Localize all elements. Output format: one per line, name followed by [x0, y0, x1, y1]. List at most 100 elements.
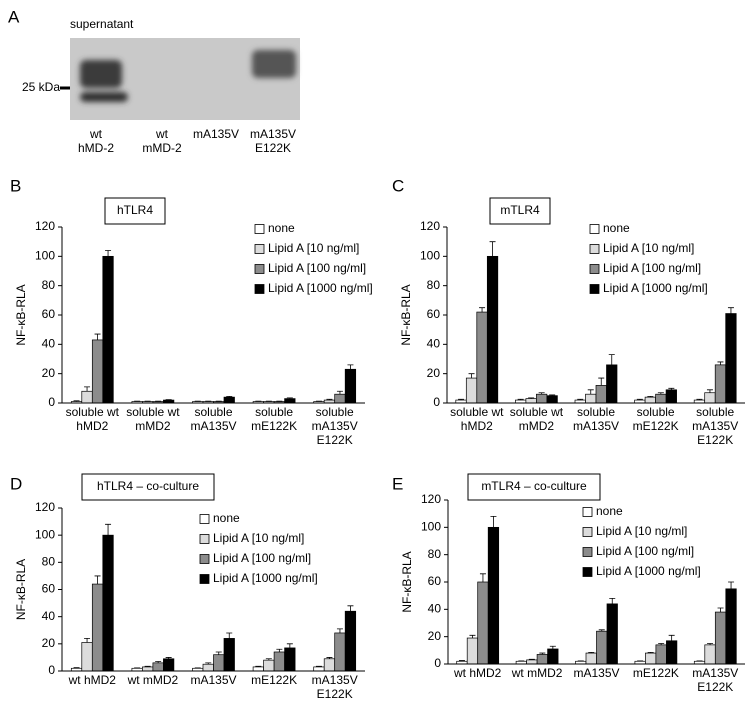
- bar: [223, 638, 235, 672]
- error-bar: [549, 394, 556, 396]
- y-tick-label: 0: [434, 656, 441, 670]
- bar: [81, 390, 93, 404]
- legend-swatch: [582, 567, 593, 577]
- panel-letter: A: [8, 7, 20, 26]
- bar: [585, 652, 597, 665]
- bar: [487, 526, 500, 665]
- error-bar: [84, 638, 91, 643]
- error-bar: [727, 307, 734, 314]
- bar: [606, 603, 618, 665]
- error-bar: [479, 573, 486, 582]
- y-tick-label: 100: [421, 520, 441, 534]
- y-tick-label: 120: [35, 500, 55, 514]
- box-label: hTLR4: [117, 203, 153, 217]
- y-tick-label: 20: [42, 636, 56, 650]
- x-tick-label: soluble wt hMD2: [66, 405, 120, 433]
- panel-letter: D: [10, 474, 22, 493]
- x-tick-label: mE122K: [633, 666, 679, 680]
- error-bar: [286, 397, 293, 399]
- x-tick-label: mA135V: [190, 673, 236, 687]
- legend-label: Lipid A [100 ng/ml]: [603, 261, 701, 275]
- error-bar: [490, 516, 497, 528]
- error-bar: [707, 643, 714, 645]
- error-bar: [647, 396, 654, 398]
- error-bar: [647, 651, 654, 654]
- x-tick-label: soluble mE122K: [251, 405, 297, 433]
- legend-label: Lipid A [1000 ng/ml]: [596, 564, 701, 578]
- legend-swatch: [589, 264, 600, 274]
- legend-swatch: [582, 527, 593, 537]
- panel-letter: E: [392, 474, 403, 493]
- bar: [525, 398, 537, 404]
- error-bar: [717, 361, 724, 365]
- x-tick-label: mA135V E122K: [312, 673, 358, 701]
- bar: [313, 666, 325, 672]
- y-axis-label: NF-κB-RLA: [400, 551, 414, 612]
- x-tick-label: soluble wt mMD2: [510, 405, 564, 433]
- bar: [213, 654, 225, 672]
- legend-swatch: [589, 284, 600, 294]
- bar: [704, 392, 716, 404]
- bar: [344, 368, 357, 404]
- error-bar: [73, 400, 80, 402]
- bar: [714, 364, 727, 404]
- legend-swatch: [254, 244, 265, 254]
- bar: [477, 581, 489, 665]
- legend-swatch: [582, 547, 593, 557]
- error-bar: [598, 377, 605, 386]
- bar: [714, 611, 727, 665]
- blot-bands: [80, 50, 296, 102]
- y-tick-label: 60: [428, 574, 442, 588]
- legend-label: Lipid A [10 ng/ml]: [268, 241, 359, 255]
- bar: [526, 659, 538, 665]
- blot-title: supernatant: [70, 17, 134, 31]
- error-bar: [336, 390, 343, 395]
- label-box: [467, 473, 601, 501]
- error-bar: [326, 398, 333, 401]
- legend-label: Lipid A [1000 ng/ml]: [213, 571, 318, 585]
- x-tick-label: mE122K: [251, 673, 297, 687]
- legend-label: Lipid A [100 ng/ml]: [268, 261, 366, 275]
- bar: [142, 666, 154, 672]
- bar: [466, 637, 479, 665]
- y-tick-label: 100: [35, 249, 55, 263]
- error-bar: [215, 651, 222, 655]
- bar: [102, 534, 114, 672]
- legend-label: Lipid A [1000 ng/ml]: [268, 281, 373, 295]
- bar: [476, 311, 488, 404]
- y-tick-label: 80: [42, 278, 56, 292]
- bar: [334, 632, 346, 672]
- y-tick-label: 60: [42, 582, 56, 596]
- error-bar: [255, 665, 262, 667]
- error-bar: [468, 373, 475, 379]
- y-tick-label: 20: [42, 366, 56, 380]
- bar: [645, 652, 657, 665]
- bar: [273, 651, 285, 672]
- bar: [725, 313, 737, 404]
- bar: [152, 662, 164, 672]
- box-label: mTLR4: [500, 203, 540, 217]
- error-bar: [205, 662, 212, 665]
- lane-label: mA135V: [193, 127, 239, 141]
- bar: [546, 395, 558, 404]
- error-bar: [706, 389, 713, 393]
- bar: [486, 255, 499, 404]
- panel-letter: C: [392, 176, 404, 195]
- error-bar: [728, 581, 735, 589]
- bar: [666, 640, 678, 665]
- legend-label: Lipid A [1000 ng/ml]: [603, 281, 708, 295]
- error-bar: [608, 354, 615, 365]
- y-axis-label: NF-κB-RLA: [399, 284, 413, 345]
- y-tick-label: 40: [42, 609, 56, 623]
- error-bar: [696, 398, 703, 401]
- panel-a: A supernatant 25 kDa wt hMD-2 wt mMD-2 mA1…: [8, 7, 300, 155]
- y-tick-label: 40: [427, 337, 441, 351]
- x-tick-label: soluble wt mMD2: [126, 405, 180, 433]
- bar: [284, 398, 296, 404]
- bar: [725, 588, 737, 665]
- bar: [585, 393, 597, 404]
- x-tick-label: wt mMD2: [127, 673, 179, 687]
- legend-swatch: [199, 514, 210, 524]
- legend-swatch: [582, 507, 593, 517]
